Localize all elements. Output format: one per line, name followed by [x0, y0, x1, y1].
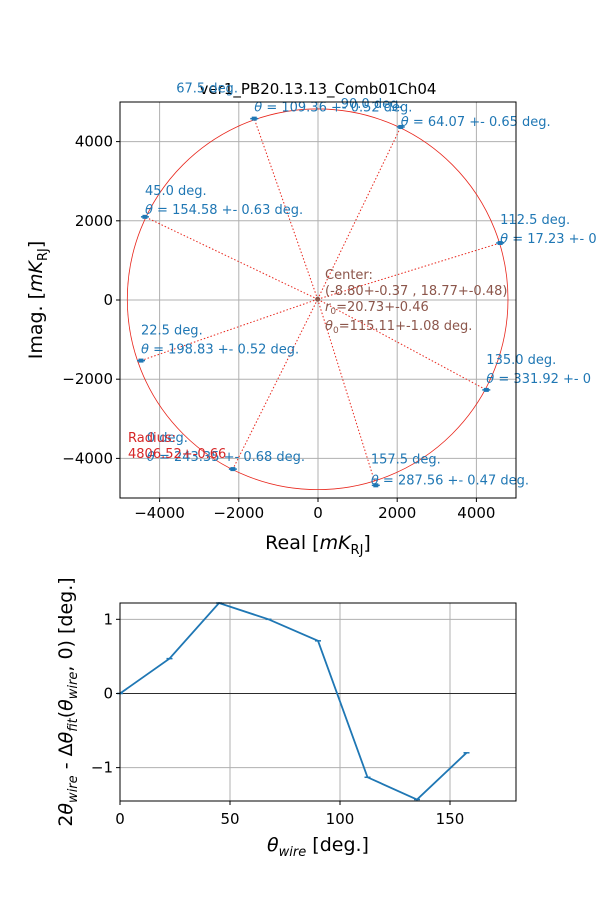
theta-label: θ = 198.83 +- 0.52 deg.: [141, 343, 299, 358]
data-point: [373, 483, 379, 488]
center-label: Center:: [325, 268, 373, 283]
fit-circle-outline: [126, 108, 509, 490]
data-point: [483, 387, 489, 392]
top-y-tick-label: −2000: [62, 370, 113, 388]
top-radial-lines: [140, 118, 501, 486]
chart-title: ver1_PB20.13.13_Comb01Ch04: [200, 80, 437, 99]
top-x-tick-label: −2000: [213, 504, 264, 522]
data-point: [138, 358, 144, 363]
polar-scatter-plot: 0 deg. θ = 243.35 +- 0.68 deg. 22.5 deg. θ …: [25, 82, 597, 558]
theta-label: θ = 331.92 +- 0: [486, 372, 591, 387]
bottom-x-tick-label: 150: [436, 810, 465, 828]
top-y-axis-label: Imag. [mKRJ]: [25, 241, 51, 360]
wire-angle-label: 22.5 deg.: [141, 324, 203, 339]
theta-label: θ = 154.58 +- 0.63 deg.: [145, 203, 303, 218]
bottom-x-tick-label: 50: [220, 810, 239, 828]
top-y-tick-label: 4000: [75, 133, 113, 151]
top-ticks: −4000 −2000 0 2000 4000 −4000 −2000 0 2000 4000: [62, 133, 495, 522]
top-y-tick-label: 2000: [75, 212, 113, 230]
radial-line: [232, 299, 319, 470]
top-y-tick-label: −4000: [62, 449, 113, 467]
radial-line: [317, 298, 487, 391]
top-x-tick-label: 0: [313, 504, 323, 522]
theta-label: θ = 243.35 +- 0.68 deg.: [147, 450, 305, 465]
fit-circle: [126, 108, 509, 490]
wire-angle-label: 67.5 deg.: [176, 82, 238, 97]
residual-line: [119, 601, 468, 801]
top-y-tick-label: 0: [103, 291, 113, 309]
bottom-ticks: 0 50 100 150 −1 0 1: [91, 610, 464, 828]
theta-label: θ = 287.56 +- 0.47 deg.: [371, 473, 529, 488]
bottom-y-tick-label: 0: [103, 684, 113, 702]
top-x-tick-label: −4000: [134, 504, 185, 522]
bottom-x-tick-label: 0: [115, 810, 125, 828]
radial-line: [317, 242, 501, 300]
bottom-y-axis-label: 2θwire - Δθfit(θwire, 0) [deg.]: [55, 577, 81, 826]
bottom-x-tick-label: 100: [326, 810, 355, 828]
top-x-axis-label: Real [mKRJ]: [265, 532, 371, 558]
radial-line: [253, 118, 319, 300]
center-values: (-8.80+-0.37 , 18.77+-0.48): [325, 284, 507, 299]
radial-line: [144, 216, 318, 300]
radius-label: Radius:: [128, 431, 176, 446]
center-point: [315, 296, 321, 302]
wire-angle-label: 45.0 deg.: [145, 184, 207, 199]
bottom-y-tick-label: 1: [103, 610, 113, 628]
bottom-y-tick-label: −1: [91, 759, 113, 777]
wire-angle-label: 135.0 deg.: [486, 353, 556, 368]
wire-angle-label: 157.5 deg.: [371, 452, 441, 467]
bottom-plot-frame: [119, 602, 517, 802]
theta-label: θ = 17.23 +- 0: [500, 232, 596, 247]
top-x-tick-label: 4000: [457, 504, 495, 522]
radius-value: 4806.52+-0.66: [128, 447, 226, 462]
theta0-label: θ0=115.11+-1.08 deg.: [325, 319, 472, 336]
residual-points: [117, 602, 470, 801]
data-point: [230, 467, 236, 472]
data-point: [398, 124, 404, 129]
residual-line-plot: 0 50 100 150 −1 0 1 θwire [deg.] 2θwire - Δθfi…: [55, 577, 517, 860]
data-point: [497, 240, 503, 245]
bottom-grid: [119, 603, 516, 801]
theta-label: θ = 64.07 +- 0.65 deg.: [401, 115, 551, 130]
top-grid: [120, 102, 516, 498]
wire-angle-label: 0 deg.: [147, 431, 188, 446]
top-x-tick-label: 2000: [378, 504, 416, 522]
wire-angle-label: 112.5 deg.: [500, 213, 570, 228]
data-point: [251, 116, 257, 121]
radial-line: [317, 299, 377, 486]
data-point: [142, 214, 148, 219]
bottom-x-axis-label: θwire [deg.]: [267, 834, 369, 860]
residual-series-line: [119, 601, 468, 801]
r0-label: r0=20.73+-0.46: [325, 300, 429, 317]
top-points: [136, 116, 505, 488]
top-point-labels: 0 deg. θ = 243.35 +- 0.68 deg. 22.5 deg. θ …: [141, 82, 597, 489]
wire-angle-label: 90.0 deg.: [341, 97, 403, 112]
theta-label: θ = 109.36 +- 0.52 deg.: [254, 101, 412, 116]
radial-line: [317, 126, 402, 300]
